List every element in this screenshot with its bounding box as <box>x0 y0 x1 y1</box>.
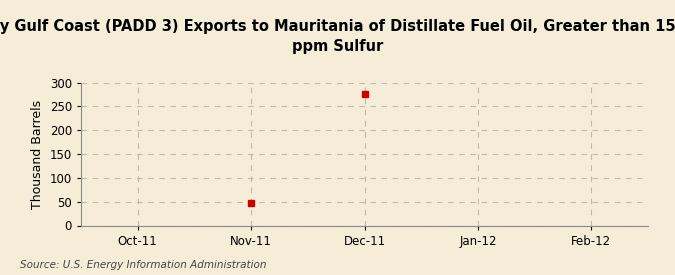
Text: Source: U.S. Energy Information Administration: Source: U.S. Energy Information Administ… <box>20 260 267 270</box>
Y-axis label: Thousand Barrels: Thousand Barrels <box>31 100 44 208</box>
Text: Monthly Gulf Coast (PADD 3) Exports to Mauritania of Distillate Fuel Oil, Greate: Monthly Gulf Coast (PADD 3) Exports to M… <box>0 19 675 54</box>
